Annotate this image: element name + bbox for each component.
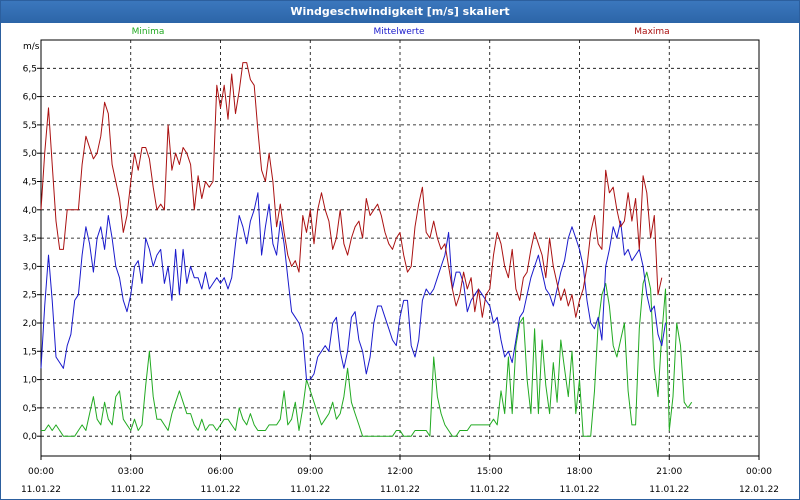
y-tick-label: 2,0 <box>23 319 38 329</box>
y-axis: 0,0 0,5 1,0 1,5 2,0 2,5 3,0 3,5 4,0 4,5 5,0 5,5 6,0 6… <box>23 64 41 442</box>
y-tick-label: 6,0 <box>23 93 38 103</box>
y-tick-label: 4,0 <box>23 206 38 216</box>
y-tick-label: 2,5 <box>23 291 37 301</box>
window-title: Windgeschwindigkeit [m/s] skaliert <box>1 1 799 23</box>
y-tick-label: 3,5 <box>23 234 37 244</box>
x-tick-date: 11.01.22 <box>649 485 689 495</box>
series-line-mittelwerte <box>40 192 666 381</box>
y-tick-label: 1,5 <box>23 347 37 357</box>
x-tick-date: 11.01.22 <box>470 485 510 495</box>
chart-svg: 0,0 0,5 1,0 1,5 2,0 2,5 3,0 3,5 4,0 4,5 5,0 5,5 6,0 6… <box>21 27 779 495</box>
y-tick-label: 1,0 <box>23 376 38 386</box>
x-tick-time: 18:00 <box>567 467 593 477</box>
y-tick-label: 4,5 <box>23 177 37 187</box>
x-axis: 00:00 11.01.22 03:00 11.01.22 06:00 11.01.22 0… <box>21 456 779 495</box>
x-tick-date: 11.01.22 <box>380 485 420 495</box>
series-line-maxima <box>40 62 663 318</box>
x-tick-date: 11.01.22 <box>111 485 151 495</box>
x-tick-time: 15:00 <box>477 467 503 477</box>
legend-entry-maxima: Maxima <box>634 27 669 37</box>
y-tick-label: 3,0 <box>23 262 38 272</box>
legend-entry-mittelwerte: Mittelwerte <box>373 27 424 37</box>
legend-entry-minima: Minima <box>132 27 165 37</box>
y-tick-label: 0,0 <box>23 432 38 442</box>
x-tick-date: 11.01.22 <box>559 485 599 495</box>
y-tick-label: 0,5 <box>23 404 37 414</box>
x-tick-date: 11.01.22 <box>21 485 61 495</box>
x-tick-time: 00:00 <box>746 467 772 477</box>
x-tick-time: 12:00 <box>387 467 413 477</box>
y-axis-label: m/s <box>23 42 40 52</box>
series-line-minima <box>41 271 693 437</box>
series-lines <box>40 62 693 437</box>
y-tick-label: 6,5 <box>23 64 37 74</box>
x-tick-time: 09:00 <box>297 467 323 477</box>
x-tick-time: 00:00 <box>28 467 54 477</box>
x-tick-time: 21:00 <box>656 467 682 477</box>
x-tick-date: 12.01.22 <box>739 485 779 495</box>
y-tick-label: 5,5 <box>23 121 37 131</box>
x-tick-date: 11.01.22 <box>290 485 330 495</box>
x-tick-time: 03:00 <box>118 467 144 477</box>
x-tick-date: 11.01.22 <box>200 485 240 495</box>
legend: Minima Mittelwerte Maxima <box>132 27 670 37</box>
x-tick-time: 06:00 <box>208 467 234 477</box>
y-tick-label: 5,0 <box>23 149 38 159</box>
